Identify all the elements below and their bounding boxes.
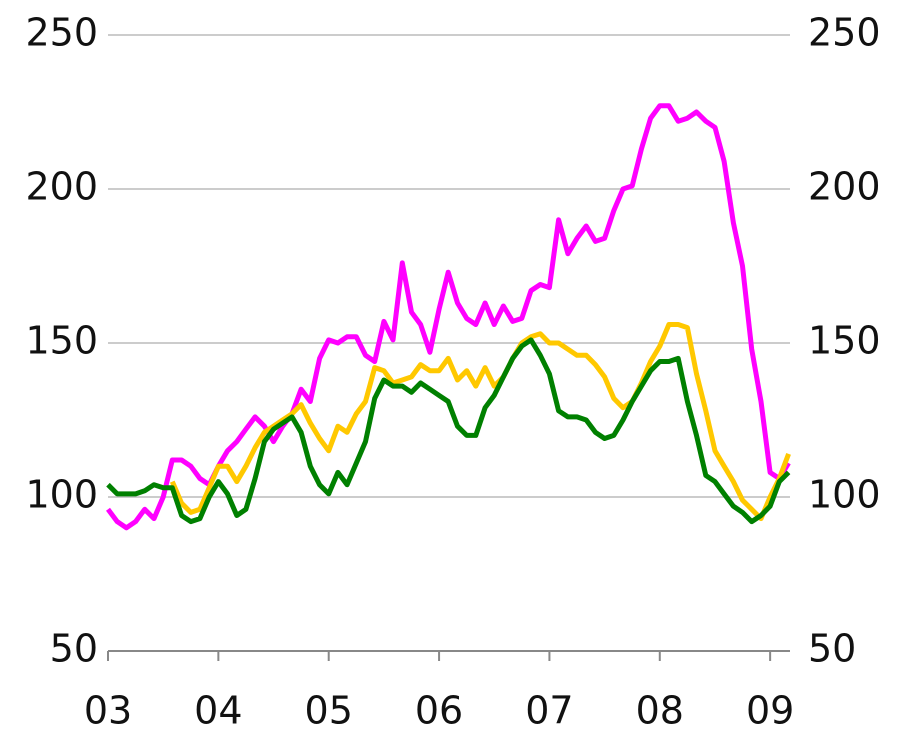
y2-tick-label: 250 bbox=[808, 11, 881, 55]
y-tick-label: 200 bbox=[25, 165, 98, 209]
x-tick-label: 03 bbox=[84, 689, 132, 731]
x-tick-label: 05 bbox=[305, 689, 353, 731]
series-line bbox=[106, 337, 791, 525]
y-tick-label: 250 bbox=[25, 11, 98, 55]
series-line bbox=[170, 322, 791, 522]
y-tick-label: 150 bbox=[25, 319, 98, 363]
y2-tick-label: 50 bbox=[808, 627, 856, 671]
y-tick-label: 50 bbox=[50, 627, 98, 671]
x-tick-label: 06 bbox=[415, 689, 463, 731]
x-tick-label: 08 bbox=[636, 689, 684, 731]
x-tick-label: 04 bbox=[194, 689, 242, 731]
series-line bbox=[105, 103, 791, 531]
x-tick-label: 07 bbox=[525, 689, 573, 731]
y2-tick-label: 150 bbox=[808, 319, 881, 363]
y2-tick-label: 200 bbox=[808, 165, 881, 209]
x-tick-label: 09 bbox=[746, 689, 794, 731]
y-tick-label: 100 bbox=[25, 473, 98, 517]
y2-tick-label: 100 bbox=[808, 473, 881, 517]
